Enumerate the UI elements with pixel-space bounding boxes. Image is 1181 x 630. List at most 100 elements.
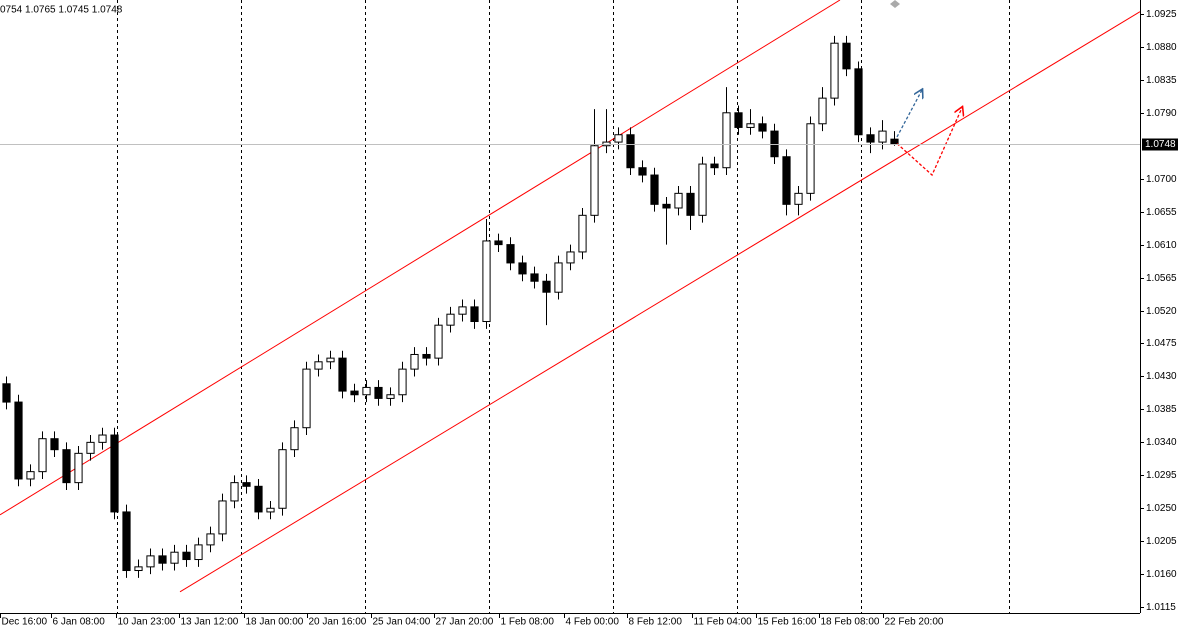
- candle-body: [806, 123, 815, 194]
- candle-body: [26, 471, 35, 480]
- candle-body: [446, 313, 455, 326]
- x-tick-label: 4 Feb 00:00: [566, 617, 620, 628]
- candle-body: [626, 134, 635, 169]
- y-tick-label: 1.0700: [1146, 174, 1177, 185]
- candle-body: [206, 533, 215, 546]
- candle-body: [638, 167, 647, 176]
- candle-body: [818, 97, 827, 125]
- candle-body: [410, 353, 419, 370]
- candle-body: [38, 438, 47, 473]
- marker-icon: [890, 0, 900, 8]
- candle-body: [14, 401, 23, 480]
- channel-line: [0, 0, 841, 516]
- candle-body: [50, 438, 59, 451]
- x-tick-label: 22 Feb 20:00: [885, 617, 944, 628]
- candle-body: [218, 500, 227, 535]
- candle-body: [494, 240, 503, 246]
- y-tick-label: 1.0835: [1146, 75, 1177, 86]
- candle-body: [710, 163, 719, 169]
- y-tick-label: 1.0205: [1146, 536, 1177, 547]
- y-tick-label: 1.0340: [1146, 437, 1177, 448]
- x-tick-label: 18 Feb 08:00: [821, 617, 880, 628]
- candle-body: [242, 482, 251, 487]
- candle-body: [590, 145, 599, 216]
- candle-body: [266, 507, 275, 513]
- y-tick-label: 1.0565: [1146, 273, 1177, 284]
- candle-body: [326, 357, 335, 363]
- x-tick-label: 8 Feb 12:00: [629, 617, 683, 628]
- candle-body: [758, 123, 767, 132]
- candle-body: [158, 555, 167, 564]
- x-tick-label: 1 Feb 08:00: [501, 617, 555, 628]
- candle-body: [290, 427, 299, 451]
- candle-body: [842, 42, 851, 70]
- price-label-box: [1142, 138, 1178, 151]
- candle-body: [146, 555, 155, 568]
- candle-body: [518, 262, 527, 275]
- candle-body: [878, 130, 887, 143]
- candle-body: [434, 324, 443, 359]
- candle-body: [122, 511, 131, 572]
- candle-body: [182, 551, 191, 561]
- y-tick-label: 1.0790: [1146, 108, 1177, 119]
- price-label: 1.0748: [1145, 139, 1176, 150]
- candle-body: [698, 163, 707, 216]
- candle-body: [2, 383, 11, 403]
- y-tick-label: 1.0295: [1146, 470, 1177, 481]
- candle-body: [794, 192, 803, 205]
- candle-body: [542, 280, 551, 293]
- candle-body: [830, 42, 839, 99]
- candle-body: [578, 214, 587, 253]
- forecast-arrow: [896, 90, 922, 138]
- candle-body: [554, 262, 563, 293]
- candle-body: [602, 141, 611, 147]
- x-tick-label: Dec 16:00: [2, 617, 48, 628]
- y-tick-label: 1.0655: [1146, 207, 1177, 218]
- candle-body: [722, 112, 731, 169]
- y-tick-label: 1.0160: [1146, 569, 1177, 580]
- y-tick-label: 1.0925: [1146, 9, 1177, 20]
- candle-body: [662, 203, 671, 209]
- x-tick-label: 13 Jan 12:00: [181, 617, 239, 628]
- y-tick-label: 1.0385: [1146, 404, 1177, 415]
- candle-body: [458, 306, 467, 315]
- x-tick-label: 15 Feb 16:00: [758, 617, 817, 628]
- candle-body: [530, 273, 539, 282]
- x-tick-label: 25 Jan 04:00: [373, 617, 431, 628]
- candle-body: [674, 192, 683, 209]
- candle-body: [350, 390, 359, 396]
- x-tick-label: 10 Jan 23:00: [118, 617, 176, 628]
- candle-body: [890, 138, 899, 145]
- candle-body: [746, 123, 755, 128]
- y-tick-label: 1.0880: [1146, 42, 1177, 53]
- candle-body: [506, 244, 515, 264]
- y-tick-label: 1.0250: [1146, 503, 1177, 514]
- x-tick-label: 20 Jan 16:00: [309, 617, 367, 628]
- y-tick-label: 1.0475: [1146, 338, 1177, 349]
- candle-body: [338, 357, 347, 392]
- candle-body: [134, 566, 143, 572]
- candle-body: [470, 306, 479, 323]
- candle-body: [170, 551, 179, 564]
- candle-body: [110, 434, 119, 513]
- candle-body: [866, 134, 875, 143]
- candle-body: [734, 112, 743, 128]
- x-tick-label: 18 Jan 00:00: [246, 617, 304, 628]
- x-tick-label: 11 Feb 04:00: [694, 617, 753, 628]
- candle-body: [566, 251, 575, 264]
- candle-body: [74, 452, 83, 484]
- candle-body: [62, 449, 71, 484]
- y-tick-label: 1.0520: [1146, 306, 1177, 317]
- candle-body: [386, 394, 395, 399]
- channel-line: [179, 11, 1141, 593]
- candle-body: [614, 134, 623, 143]
- y-tick-label: 1.0430: [1146, 371, 1177, 382]
- candle-body: [374, 386, 383, 399]
- candle-body: [254, 485, 263, 513]
- candle-body: [398, 368, 407, 396]
- candle-body: [770, 130, 779, 158]
- candle-body: [482, 240, 491, 323]
